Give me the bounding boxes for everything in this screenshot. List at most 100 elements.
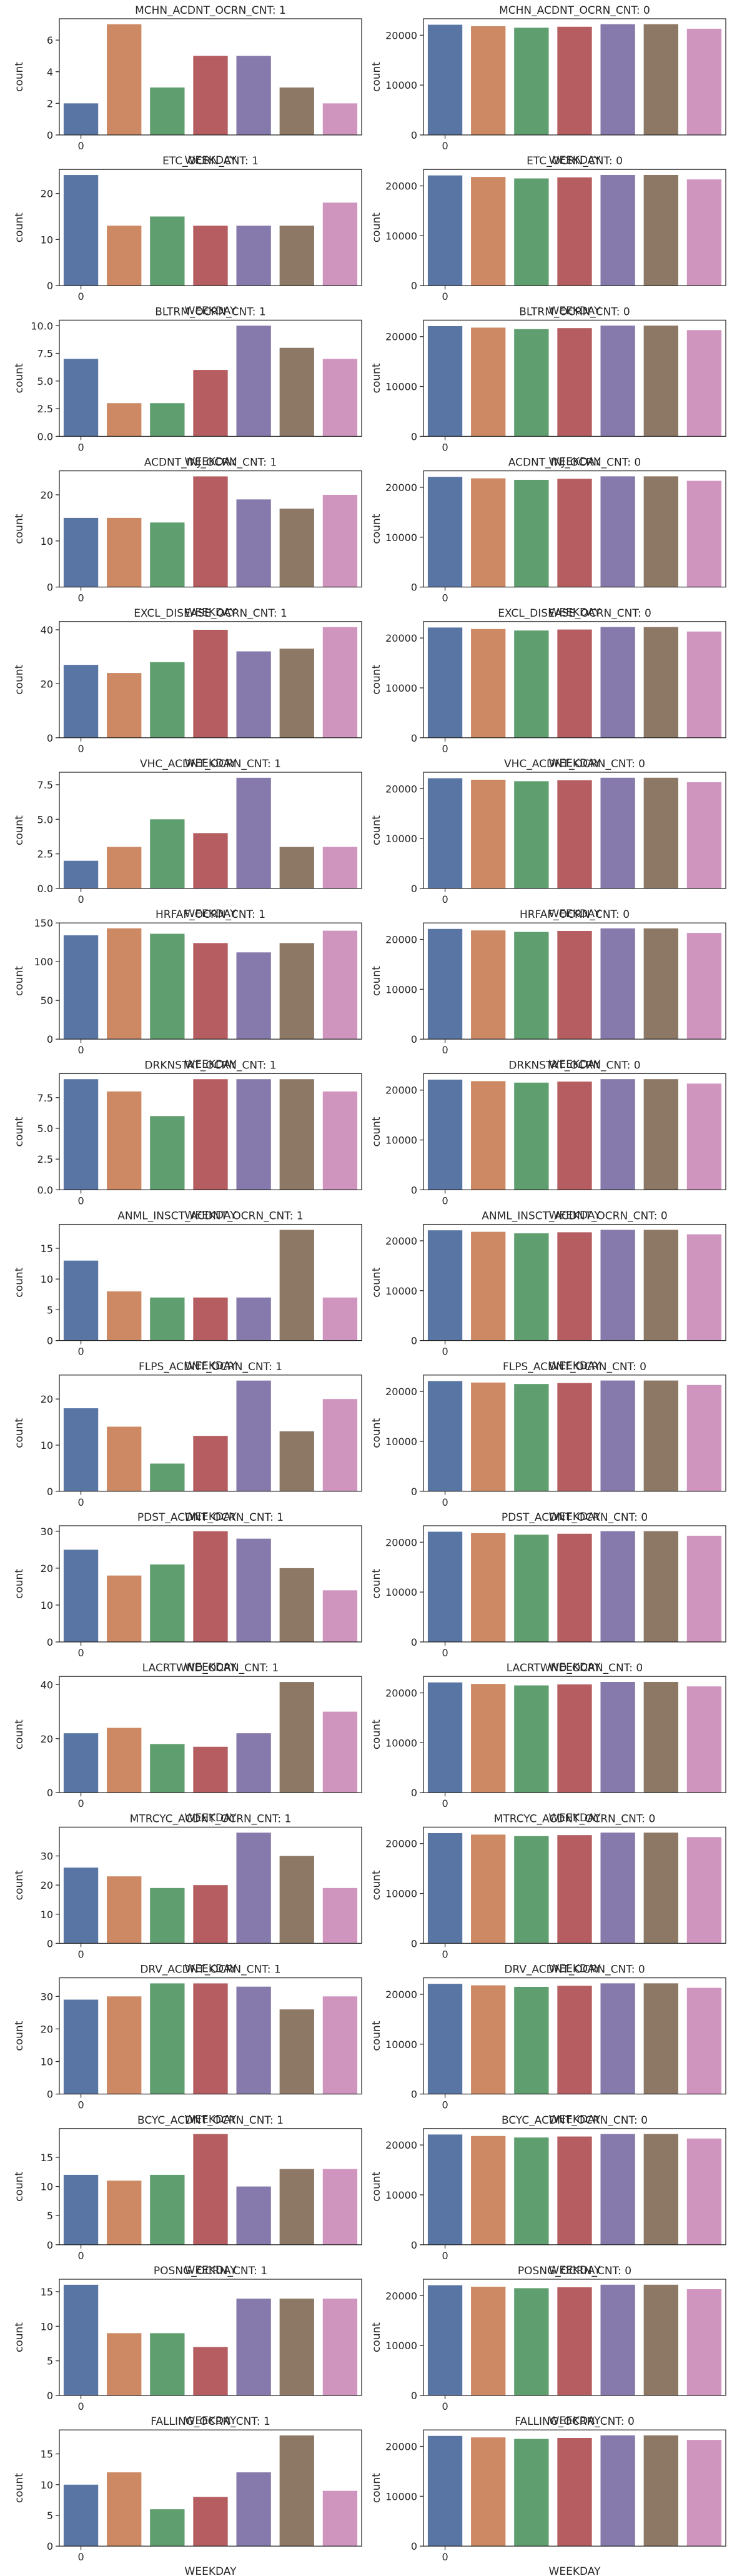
y-tick-label: 0 <box>411 1937 417 1949</box>
plot-frame <box>59 2429 362 2547</box>
bar <box>514 329 549 437</box>
bar <box>322 1091 358 1190</box>
bar <box>193 2497 228 2547</box>
plot-frame <box>59 1977 362 2095</box>
subplot-28: 0 5 10 15 0 WEEKDAY count BCYC_ACDNT_OCRN_CNT: … <box>13 2114 362 2277</box>
plot-frame <box>59 1375 362 1492</box>
y-tick-label: 0 <box>411 1486 417 1498</box>
y-tick-label: 0 <box>411 1184 417 1196</box>
bar <box>643 928 678 1040</box>
chart-title: DRKNSTAT_OCRN_CNT: 1 <box>144 1059 276 1072</box>
x-tick-label: 0 <box>442 441 448 453</box>
y-tick-label: 10000 <box>385 230 417 242</box>
y-tick-label: 15 <box>41 2449 53 2460</box>
y-tick-label: 20000 <box>385 331 417 343</box>
y-tick-label: 0 <box>411 2390 417 2402</box>
chart-title: FLPS_ACDNT_OCRN_CNT: 1 <box>139 1361 282 1373</box>
bar <box>279 2435 314 2547</box>
y-tick-label: 0 <box>411 2239 417 2251</box>
y-tick-label: 0 <box>411 2540 417 2552</box>
y-axis-label: count <box>13 1870 26 1900</box>
bar <box>107 2333 142 2395</box>
chart-title: MTRCYC_ACDNT_OCRN_CNT: 1 <box>130 1813 292 1825</box>
x-axis-label: WEEKDAY <box>185 2565 237 2576</box>
bar <box>279 1856 314 1944</box>
y-tick-label: 20000 <box>385 934 417 946</box>
y-tick-label: 10000 <box>385 1888 417 1900</box>
y-tick-label: 20000 <box>385 482 417 494</box>
plot-frame <box>423 2429 726 2547</box>
plot-frame <box>423 772 726 889</box>
bar <box>600 777 635 888</box>
y-tick-label: 10000 <box>385 2340 417 2352</box>
bar <box>427 2435 463 2547</box>
bar <box>150 87 185 135</box>
y-tick-label: 15 <box>41 2286 53 2298</box>
x-axis-label: WEEKDAY <box>549 2264 601 2277</box>
x-axis-label: WEEKDAY <box>185 455 237 468</box>
y-axis-label: count <box>370 212 383 242</box>
x-axis-label: WEEKDAY <box>549 1511 601 1523</box>
x-tick-label: 0 <box>77 2099 84 2111</box>
bar <box>193 2347 228 2395</box>
y-tick-label: 20000 <box>385 1386 417 1398</box>
chart-title: POSNG_OCRN_CNT: 0 <box>518 2265 631 2277</box>
y-tick-label: 10 <box>41 1440 53 1451</box>
y-tick-label: 10000 <box>385 1135 417 1146</box>
bar <box>514 630 549 738</box>
x-axis-label: WEEKDAY <box>185 1962 237 1975</box>
y-tick-label: 30 <box>41 1851 53 1862</box>
bar <box>471 2286 506 2395</box>
y-tick-label: 20000 <box>385 2290 417 2302</box>
bar <box>600 1380 635 1491</box>
y-tick-label: 0 <box>47 280 53 292</box>
bar <box>279 2009 314 2094</box>
bar <box>514 932 549 1040</box>
subplot-4: 0.0 2.5 5.0 7.5 10.0 0 WEEKDAY count BLTRM_OCRN_… <box>13 306 362 468</box>
bar <box>600 24 635 135</box>
bar <box>279 943 314 1040</box>
y-tick-label: 10 <box>41 234 53 246</box>
y-tick-label: 0 <box>411 1335 417 1347</box>
bar <box>643 1380 678 1491</box>
y-tick-label: 0 <box>47 1486 53 1498</box>
y-tick-label: 15 <box>41 1243 53 1255</box>
y-tick-label: 20 <box>41 1563 53 1574</box>
bar <box>63 1079 99 1190</box>
subplot-32: 0 5 10 15 0 WEEKDAY count FALLING_OCRN_CNT: 1 <box>13 2415 362 2576</box>
bar <box>557 1383 592 1491</box>
y-axis-label: count <box>370 1719 383 1749</box>
y-tick-label: 10000 <box>385 2189 417 2201</box>
bar <box>686 1686 722 1793</box>
subplot-19: 0 10000 20000 0 WEEKDAY count FLPS_ACDNT_OCRN_… <box>370 1361 726 1523</box>
bar <box>322 2490 358 2547</box>
bar <box>150 1744 185 1793</box>
bar <box>600 326 635 437</box>
y-tick-label: 10000 <box>385 1285 417 1297</box>
bar <box>322 494 358 587</box>
y-axis-label: count <box>13 514 26 544</box>
bar <box>686 933 722 1040</box>
chart-title: DRKNSTAT_OCRN_CNT: 0 <box>508 1059 640 1072</box>
chart-title: ANML_INSCT_ACDNT_OCRN_CNT: 0 <box>482 1210 667 1223</box>
chart-title: BLTRM_OCRN_CNT: 1 <box>155 306 266 318</box>
y-axis-label: count <box>13 2322 26 2352</box>
x-axis-label: WEEKDAY <box>549 908 601 920</box>
bar <box>279 1568 314 1642</box>
chart-title: HRFAF_OCRN_CNT: 1 <box>156 908 265 921</box>
x-axis-label: WEEKDAY <box>185 1360 237 1373</box>
bar <box>150 1297 185 1341</box>
bar <box>63 1408 99 1491</box>
bar <box>471 779 506 888</box>
bar <box>600 2435 635 2547</box>
bar <box>557 930 592 1040</box>
y-tick-label: 0 <box>47 1335 53 1347</box>
x-axis-label: WEEKDAY <box>185 305 237 317</box>
bar <box>427 627 463 738</box>
y-tick-label: 10 <box>41 2056 53 2067</box>
x-axis-label: WEEKDAY <box>185 1058 237 1071</box>
bar <box>107 673 142 738</box>
bar <box>643 2284 678 2395</box>
bar <box>643 1833 678 1944</box>
bar <box>193 226 228 286</box>
